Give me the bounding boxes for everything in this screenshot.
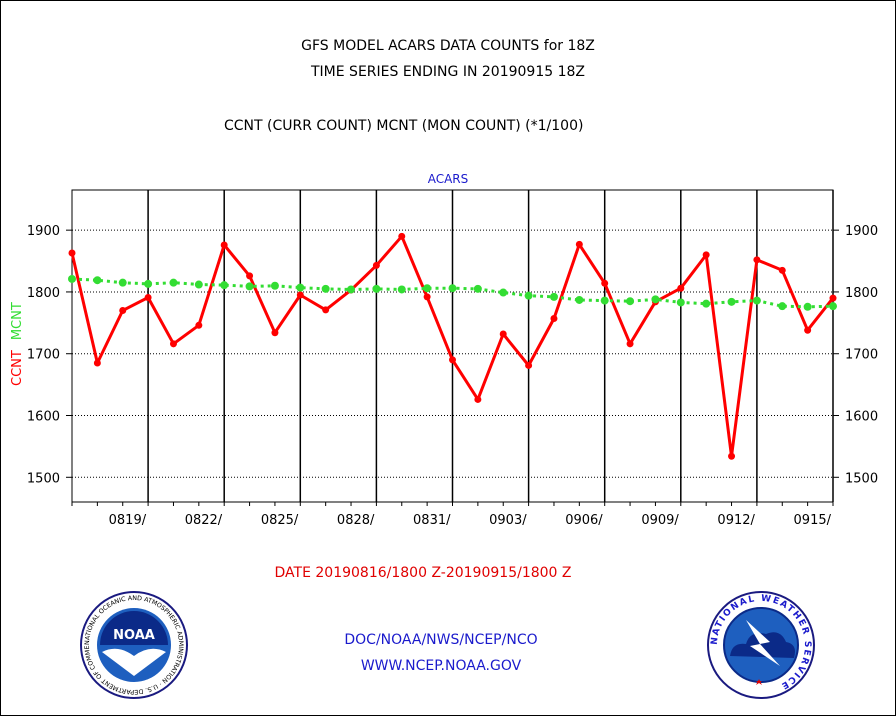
noaa-logo-text: NOAA — [113, 628, 155, 643]
y-axis-label: CCNT MCNT — [10, 302, 25, 386]
x-tick-label: 0912/ — [717, 513, 755, 528]
data-point-mcnt — [194, 280, 203, 289]
data-point-mcnt — [752, 296, 761, 305]
data-point-ccnt — [246, 272, 254, 280]
x-tick-label: 0822/ — [185, 513, 223, 528]
data-point-mcnt — [321, 284, 330, 293]
data-point-mcnt — [702, 299, 711, 308]
y-tick-label-right: 1700 — [845, 348, 878, 363]
data-point-mcnt — [144, 279, 153, 288]
data-point-mcnt — [473, 284, 482, 293]
chart-subtitle: CCNT (CURR COUNT) MCNT (MON COUNT) (*1/1… — [224, 118, 584, 134]
data-point-ccnt — [296, 291, 304, 299]
y-tick-label: 1800 — [27, 286, 60, 301]
y-tick-label-right: 1600 — [845, 410, 878, 425]
data-point-mcnt — [600, 296, 609, 305]
x-tick-label: 0909/ — [641, 513, 679, 528]
data-point-mcnt — [727, 297, 736, 306]
data-point-ccnt — [271, 329, 279, 337]
data-point-mcnt — [778, 302, 787, 311]
data-point-mcnt — [270, 281, 279, 290]
chart-title: GFS MODEL ACARS DATA COUNTS for 18Z — [301, 38, 595, 54]
data-point-ccnt — [753, 256, 761, 264]
data-point-ccnt — [525, 361, 533, 369]
plot-label-acars: ACARS — [427, 172, 469, 186]
data-point-ccnt — [601, 279, 609, 287]
y-tick-label: 1500 — [27, 471, 60, 486]
data-point-mcnt — [651, 295, 660, 304]
footer-url-link[interactable]: WWW.NCEP.NOAA.GOV — [360, 658, 522, 674]
data-point-mcnt — [575, 295, 584, 304]
data-point-ccnt — [398, 232, 406, 240]
data-point-mcnt — [68, 274, 76, 283]
data-point-mcnt — [245, 282, 254, 291]
y-tick-label-right: 1500 — [845, 471, 878, 486]
data-point-mcnt — [524, 291, 533, 300]
data-point-mcnt — [93, 276, 102, 285]
data-point-ccnt — [728, 452, 736, 460]
x-tick-label: 0915/ — [794, 513, 832, 528]
y-tick-label: 1900 — [27, 224, 60, 239]
noaa-logo-icon: NOAA NATIONAL OCEANIC AND ATMOSPHERIC AD… — [78, 590, 188, 699]
data-point-ccnt — [829, 294, 837, 302]
data-point-ccnt — [804, 326, 812, 334]
y-axis-label-part: CCNT — [10, 350, 25, 386]
data-point-mcnt — [397, 285, 406, 294]
data-point-ccnt — [68, 249, 76, 257]
data-point-mcnt — [347, 285, 356, 294]
footer-org-link[interactable]: DOC/NOAA/NWS/NCEP/NCO — [344, 632, 538, 648]
chart-title-line2: TIME SERIES ENDING IN 20190915 18Z — [311, 64, 585, 80]
y-tick-label-right: 1800 — [845, 286, 878, 301]
data-point-ccnt — [220, 241, 228, 249]
data-point-mcnt — [423, 284, 432, 293]
x-tick-label: 0903/ — [489, 513, 527, 528]
y-tick-label-right: 1900 — [845, 224, 878, 239]
x-tick-label: 0828/ — [337, 513, 375, 528]
data-point-mcnt — [372, 284, 381, 293]
data-point-mcnt — [676, 298, 685, 307]
data-point-mcnt — [220, 281, 229, 290]
data-point-ccnt — [499, 330, 507, 338]
data-point-ccnt — [195, 321, 203, 329]
y-tick-label: 1600 — [27, 410, 60, 425]
data-point-mcnt — [448, 284, 457, 293]
data-point-mcnt — [803, 302, 812, 311]
data-point-ccnt — [778, 266, 786, 274]
data-point-mcnt — [626, 297, 635, 306]
data-point-ccnt — [169, 340, 177, 348]
data-point-ccnt — [474, 395, 482, 403]
data-point-mcnt — [499, 288, 508, 297]
data-point-mcnt — [549, 292, 558, 301]
y-axis-label-part: MCNT — [10, 302, 25, 340]
data-point-ccnt — [449, 356, 456, 364]
data-point-ccnt — [322, 306, 330, 314]
data-point-ccnt — [575, 240, 583, 248]
data-point-mcnt — [118, 278, 127, 287]
data-point-ccnt — [550, 315, 558, 323]
data-point-mcnt — [169, 278, 178, 287]
data-point-mcnt — [296, 283, 305, 292]
nws-logo-icon: NATIONAL WEATHER SERVICE — [707, 591, 815, 699]
x-tick-label: 0819/ — [109, 513, 147, 528]
x-tick-label: 0906/ — [565, 513, 603, 528]
y-tick-label: 1700 — [27, 348, 60, 363]
data-point-ccnt — [372, 261, 380, 269]
x-tick-label: 0831/ — [413, 513, 451, 528]
data-point-ccnt — [677, 284, 685, 292]
data-point-ccnt — [119, 306, 127, 314]
data-point-ccnt — [423, 293, 431, 301]
x-axis-date-range: DATE 20190816/1800 Z-20190915/1800 Z — [274, 565, 572, 581]
x-tick-label: 0825/ — [261, 513, 299, 528]
data-point-ccnt — [144, 294, 152, 302]
data-point-ccnt — [702, 251, 710, 259]
data-point-ccnt — [626, 340, 634, 348]
data-point-mcnt — [829, 302, 837, 311]
data-point-ccnt — [93, 359, 101, 367]
